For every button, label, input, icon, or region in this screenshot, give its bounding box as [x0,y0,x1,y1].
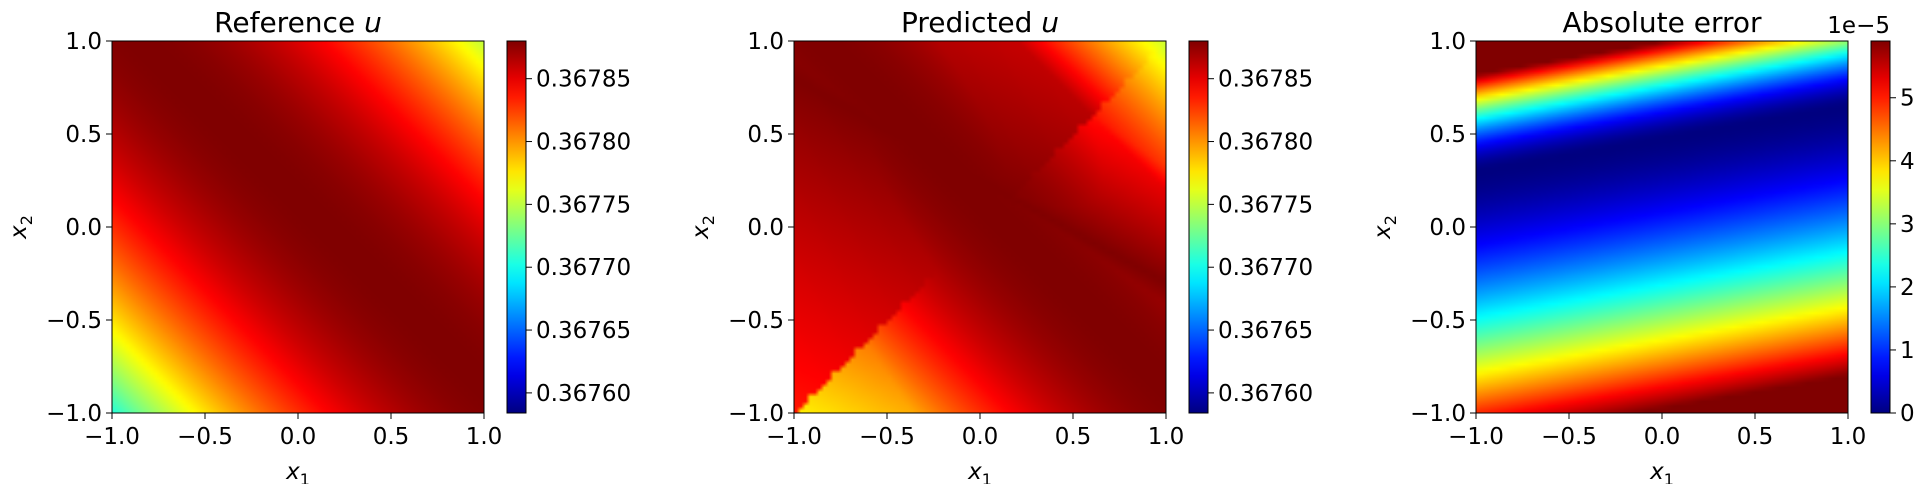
x-tick-label: 0.0 [1644,424,1681,450]
colorbar-tick-label: 0.36770 [536,255,631,281]
x-tick-label: 0.0 [280,424,317,450]
chart-title: Reference u [214,6,382,39]
colorbar [507,41,526,413]
y-tick-label: −1.0 [728,401,784,427]
y-tick-label: 1.0 [747,29,784,55]
colorbar-tick-label: 0.36760 [536,381,631,407]
y-tick-label: 0.0 [747,215,784,241]
colorbar-tick-label: 0 [1900,401,1915,427]
colorbar-tick-label: 0.36765 [1218,318,1313,344]
heatmap-image [112,41,484,413]
x-tick-label: −1.0 [766,424,822,450]
colorbar-frame [1188,40,1209,414]
x-axis-label: x1 [967,459,992,484]
colorbar-tick-label: 0.36775 [536,192,631,218]
x-tick-label: 1.0 [1148,424,1185,450]
y-tick-label: −1.0 [1410,401,1466,427]
y-tick-label: 0.5 [65,122,102,148]
colorbar-tick-label: 0.36770 [1218,255,1313,281]
x-axis-label: x1 [1649,459,1674,484]
colorbar-tick-label: 0.36780 [536,130,631,156]
y-tick-label: −0.5 [46,308,102,334]
absolute-error-panel: Absolute error −1.0 −0.5 0.0 0.5 1.0 −1.0 −0.5 0… [1370,6,1915,484]
x-tick-label: 1.0 [466,424,503,450]
chart-title: Predicted u [901,6,1059,39]
heatmap-image [794,41,1166,413]
y-tick-label: 0.0 [1429,215,1466,241]
y-tick-label: 0.5 [747,122,784,148]
x-tick-label: −0.5 [177,424,233,450]
colorbar-tick-label: 3 [1900,212,1915,238]
y-tick-label: 0.0 [65,215,102,241]
colorbar-tick-label: 0.36775 [1218,192,1313,218]
y-tick-label: 1.0 [65,29,102,55]
colorbar-tick-label: 0.36780 [1218,130,1313,156]
colorbar-offset-label: 1e−5 [1827,13,1890,39]
colorbar-tick-label: 0.36785 [1218,67,1313,93]
reference-u-panel: Reference u −1.0 −0.5 0.0 0.5 1.0 −1.0 −0.5 0.0 0… [6,6,631,484]
y-axis-label: x2 [1370,215,1400,240]
y-tick-label: −0.5 [1410,308,1466,334]
heatmap-image [1476,41,1848,413]
y-tick-label: 0.5 [1429,122,1466,148]
x-tick-label: −0.5 [1541,424,1597,450]
colorbar-tick-label: 1 [1900,338,1915,364]
y-tick-label: −1.0 [46,401,102,427]
chart-title: Absolute error [1562,6,1762,39]
x-tick-label: −0.5 [859,424,915,450]
colorbar-tick-label: 2 [1900,275,1915,301]
colorbar-tick-label: 4 [1900,149,1915,175]
x-axis-label: x1 [285,459,310,484]
x-tick-label: 0.5 [373,424,410,450]
x-tick-label: 0.5 [1055,424,1092,450]
y-axis-label: x2 [6,215,36,240]
x-tick-label: −1.0 [1448,424,1504,450]
x-tick-label: 1.0 [1830,424,1867,450]
y-axis-label: x2 [688,215,718,240]
y-tick-label: −0.5 [728,308,784,334]
x-tick-label: 0.0 [962,424,999,450]
colorbar-frame [506,40,527,414]
colorbar-tick-label: 0.36785 [536,67,631,93]
colorbar [1189,41,1208,413]
colorbar-tick-label: 5 [1900,86,1915,112]
colorbar-frame [1870,40,1891,414]
colorbar-tick-label: 0.36760 [1218,381,1313,407]
colorbar-tick-label: 0.36765 [536,318,631,344]
x-tick-label: −1.0 [84,424,140,450]
colorbar [1871,41,1890,413]
predicted-u-panel: Predicted u −1.0 −0.5 0.0 0.5 1.0 −1.0 −0.5 0.0 0… [688,6,1313,484]
x-tick-label: 0.5 [1737,424,1774,450]
y-tick-label: 1.0 [1429,29,1466,55]
